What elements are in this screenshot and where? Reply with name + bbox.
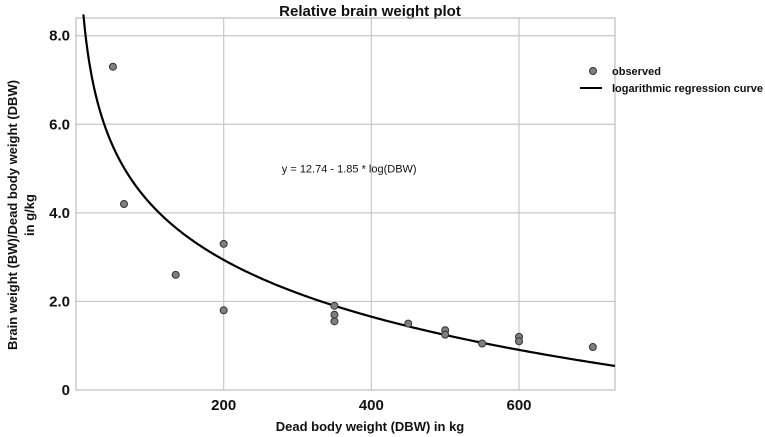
legend: observed logarithmic regression curve [580,66,763,95]
observed-point-2 [171,270,180,279]
observed-point-11 [478,339,487,348]
x-tick-label-1: 400 [359,397,384,414]
y-tick-label-4: 8.0 [49,28,70,45]
observed-points-layer [108,62,597,352]
y-tick-label-1: 2.0 [49,293,70,310]
regression-curve [82,14,616,368]
observed-point-8 [404,319,413,328]
observed-point-6 [330,310,339,319]
observed-point-4 [219,306,228,315]
legend-curve-label: logarithmic regression curve [612,83,763,95]
y-axis-label: Brain weight (BW)/Dead body weight (DBW)… [5,80,37,350]
x-tick-label-0: 200 [211,397,236,414]
regression-curve-layer [82,14,616,368]
y-axis-label-line-2: in g/kg [22,194,37,236]
observed-point-0 [108,62,117,71]
chart-title: Relative brain weight plot [279,3,461,20]
observed-point-1 [119,200,128,208]
regression-equation: y = 12.74 - 1.85 * log(DBW) [282,164,417,176]
y-axis-ticks: 0 2.0 4.0 6.0 8.0 [49,28,70,399]
observed-point-3 [219,239,228,248]
y-tick-label-2: 4.0 [49,205,70,222]
x-axis-label: Dead body weight (DBW) in kg [276,419,465,434]
x-axis-ticks: 200 400 600 [211,397,531,414]
observed-point-13 [515,337,524,346]
legend-observed-marker [589,67,597,75]
observed-point-7 [330,317,339,326]
plot-area-frame [75,17,616,391]
x-tick-label-2: 600 [506,397,531,414]
grid [76,18,615,390]
legend-observed-label: observed [612,66,661,78]
y-tick-label-0: 0 [62,382,70,399]
observed-point-5 [330,301,339,310]
observed-point-14 [588,343,597,352]
y-axis-label-line-1: Brain weight (BW)/Dead body weight (DBW) [5,80,20,350]
observed-point-10 [441,330,450,339]
y-tick-label-3: 6.0 [49,116,70,133]
